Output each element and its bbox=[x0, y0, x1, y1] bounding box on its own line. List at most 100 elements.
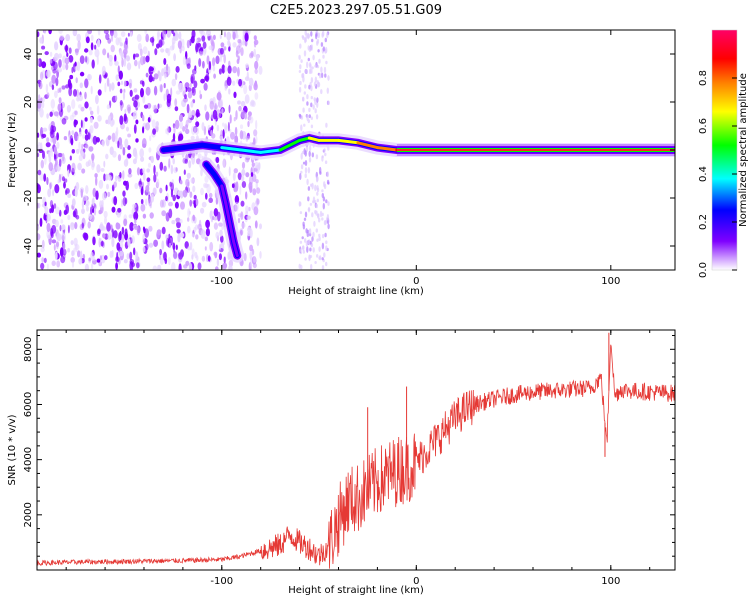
noise-dot bbox=[66, 52, 69, 57]
noise-dot bbox=[94, 48, 100, 58]
noise-dot bbox=[249, 185, 253, 193]
noise-dot bbox=[46, 222, 51, 233]
noise-dot bbox=[167, 66, 171, 76]
noise-dot bbox=[304, 257, 307, 261]
noise-dot bbox=[96, 55, 99, 66]
noise-dot bbox=[45, 142, 51, 148]
noise-dot bbox=[49, 59, 53, 64]
noise-dot bbox=[233, 185, 238, 193]
noise-dot bbox=[232, 66, 238, 74]
noise-dot bbox=[92, 207, 95, 214]
noise-dot bbox=[253, 129, 258, 137]
noise-dot bbox=[102, 233, 106, 239]
noise-dot bbox=[102, 48, 107, 56]
noise-dot bbox=[55, 151, 59, 159]
spectrogram-x-axis-label: Height of straight line (km) bbox=[288, 286, 424, 297]
noise-dot bbox=[245, 63, 249, 69]
noise-dot bbox=[168, 158, 171, 168]
noise-dot bbox=[316, 185, 319, 191]
noise-dot bbox=[311, 152, 314, 158]
noise-dot bbox=[158, 72, 162, 82]
noise-dot bbox=[145, 55, 150, 63]
noise-dot bbox=[46, 177, 49, 185]
noise-dot bbox=[191, 233, 195, 238]
noise-dot bbox=[125, 37, 128, 45]
noise-dot bbox=[321, 257, 324, 261]
noise-dot bbox=[248, 77, 254, 87]
noise-dot bbox=[90, 134, 93, 144]
noise-dot bbox=[307, 186, 311, 191]
noise-dot bbox=[148, 242, 154, 248]
noise-dot bbox=[216, 258, 220, 267]
noise-dot bbox=[204, 104, 207, 111]
noise-dot bbox=[124, 108, 127, 114]
noise-dot bbox=[186, 39, 190, 49]
noise-dot bbox=[169, 45, 175, 51]
noise-dot bbox=[126, 62, 132, 71]
noise-dot bbox=[38, 81, 41, 88]
noise-dot bbox=[318, 72, 322, 79]
y-tick-label: -20 bbox=[23, 190, 34, 206]
noise-dot bbox=[231, 183, 235, 188]
noise-dot bbox=[65, 34, 71, 42]
y-tick-label: 4000 bbox=[23, 447, 34, 472]
noise-dot bbox=[40, 71, 44, 81]
noise-dot bbox=[98, 261, 103, 267]
noise-dot bbox=[219, 135, 224, 141]
main-trace-segment bbox=[307, 136, 321, 142]
noise-dot bbox=[140, 199, 144, 205]
noise-dot bbox=[123, 159, 129, 167]
noise-dot bbox=[41, 257, 45, 263]
noise-dot bbox=[218, 68, 222, 75]
noise-dot bbox=[238, 78, 243, 87]
noise-dot bbox=[141, 167, 146, 174]
noise-dot bbox=[65, 204, 69, 214]
noise-dot bbox=[44, 51, 49, 56]
noise-dot bbox=[118, 70, 124, 80]
noise-dot bbox=[119, 172, 122, 179]
noise-dot bbox=[90, 42, 94, 51]
noise-dot bbox=[176, 229, 181, 234]
noise-dot bbox=[156, 229, 162, 236]
noise-dot bbox=[37, 132, 40, 138]
noise-dot bbox=[306, 246, 309, 253]
noise-dot bbox=[325, 60, 328, 65]
noise-dot bbox=[140, 203, 146, 212]
noise-dot bbox=[300, 124, 303, 132]
noise-dot bbox=[153, 239, 159, 247]
noise-dot bbox=[305, 32, 308, 39]
noise-dot bbox=[221, 225, 224, 231]
noise-dot bbox=[326, 32, 329, 39]
noise-dot bbox=[193, 194, 197, 200]
noise-dot bbox=[75, 49, 79, 56]
noise-dot bbox=[156, 43, 160, 49]
noise-dot bbox=[92, 236, 96, 246]
noise-dot bbox=[131, 235, 135, 244]
noise-dot bbox=[81, 222, 85, 229]
main-trace-segment bbox=[239, 148, 263, 154]
noise-dot bbox=[300, 170, 303, 174]
noise-dot bbox=[241, 161, 246, 169]
noise-dot bbox=[74, 222, 78, 230]
noise-dot bbox=[238, 105, 242, 112]
noise-dot bbox=[199, 90, 202, 95]
noise-dot bbox=[166, 30, 171, 38]
noise-dot bbox=[78, 94, 83, 102]
noise-dot bbox=[71, 261, 75, 268]
noise-dot bbox=[159, 187, 163, 194]
noise-dot bbox=[196, 255, 199, 261]
noise-dot bbox=[325, 245, 328, 252]
noise-dot bbox=[212, 34, 216, 41]
noise-dot bbox=[326, 171, 329, 178]
noise-dot bbox=[70, 257, 75, 263]
noise-dot bbox=[249, 244, 254, 252]
noise-dot bbox=[307, 167, 311, 174]
noise-dot bbox=[213, 208, 219, 217]
noise-dot bbox=[187, 225, 191, 234]
noise-dot bbox=[41, 61, 47, 69]
noise-dot bbox=[323, 183, 327, 190]
noise-dot bbox=[311, 236, 314, 242]
y-tick-label: 20 bbox=[23, 96, 34, 109]
noise-dot bbox=[51, 204, 55, 214]
noise-dot bbox=[40, 262, 45, 270]
